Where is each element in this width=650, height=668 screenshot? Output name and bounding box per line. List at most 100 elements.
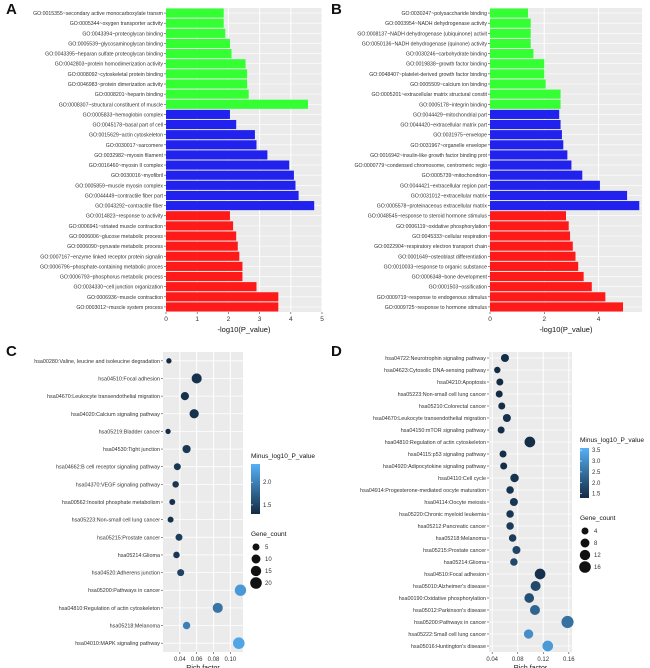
category-label: GO:0019838~growth factor binding (406, 62, 487, 68)
category-label: GO:0045178~basal part of cell (92, 123, 163, 129)
size-legend-title: Gene_count (580, 515, 616, 522)
bar (166, 211, 230, 221)
data-point (524, 593, 535, 603)
category-label: GO:0005178~integrin binding (419, 102, 487, 108)
color-legend-bar (251, 464, 260, 514)
category-label: GO:0022904~respiratory electron transpor… (374, 244, 487, 250)
category-label: GO:0031967~organelle envelope (410, 143, 487, 149)
category-label: hsa05222:Small cell lung cancer (408, 632, 486, 638)
category-label: GO:0042803~protein homodimerization acti… (55, 62, 164, 68)
bar (490, 160, 572, 170)
category-label: GO:0007167~enzyme linked receptor protei… (40, 254, 163, 260)
bar (166, 69, 248, 79)
color-legend-bar (580, 448, 589, 498)
data-point (510, 473, 519, 483)
size-legend-label: 15 (265, 569, 272, 575)
data-point (523, 629, 534, 639)
data-point (180, 392, 190, 401)
color-legend-tick: 2.5 (592, 470, 601, 476)
x-axis-label: -log10(P_value) (218, 325, 271, 334)
chart-b: GO:0030247~polysaccharide binding GO:0003… (355, 8, 642, 334)
category-label: GO:0015355~secondary active monocarboxyl… (33, 11, 163, 17)
bar (166, 201, 315, 211)
category-label: GO:0009719~response to endogenous stimul… (377, 295, 488, 301)
x-axis-label: -log10(P_value) (540, 325, 593, 334)
category-label: hsa04150:mTOR signaling pathway (401, 428, 487, 434)
data-point (166, 358, 172, 364)
category-label: hsa04114:Oocyte meiosis (424, 500, 486, 506)
category-label: hsa04010:MAPK signaling pathway (75, 641, 160, 647)
bar (490, 28, 531, 38)
category-label: GO:0015629~actin cytoskeleton (89, 133, 163, 139)
bar (166, 109, 230, 119)
data-point (172, 481, 179, 488)
data-point (182, 621, 191, 630)
data-point (497, 426, 505, 434)
category-label: hsa04722:Neurotrophin signaling pathway (385, 356, 486, 362)
bar (166, 302, 279, 312)
data-point (508, 534, 517, 542)
category-label: GO:0010033~response to organic substance (384, 264, 488, 270)
data-point (529, 604, 540, 616)
x-axis-label: Rich factor (186, 665, 220, 668)
data-point (495, 390, 503, 398)
category-label: GO:0005344~oxygen transporter activity (70, 21, 164, 27)
category-label: hsa00190:Oxidative phosphorylation (399, 596, 486, 602)
data-point (499, 450, 507, 458)
category-label: GO:0008307~structural constituent of mus… (59, 102, 163, 108)
category-label: hsa05012:Parkinson's disease (413, 608, 486, 614)
x-tick-label: 1 (195, 316, 199, 323)
category-label: GO:0050136~NADH dehydrogenase (quinone) … (362, 41, 488, 47)
category-label: GO:0016942~insulin-like growth factor bi… (370, 153, 487, 159)
data-point (502, 413, 511, 423)
category-label: GO:0003954~NADH dehydrogenase activity (385, 21, 487, 27)
bar (490, 140, 564, 150)
bar (490, 18, 531, 28)
bar (166, 241, 238, 251)
size-legend-label: 5 (265, 545, 269, 551)
size-legend-dot (579, 561, 591, 573)
bar (490, 69, 545, 79)
data-point (534, 568, 546, 580)
bar (166, 89, 249, 99)
data-point (530, 580, 541, 592)
bar (490, 221, 569, 231)
size-legend-dot (252, 543, 260, 551)
data-point (542, 640, 554, 652)
category-label: GO:0046983~protein dimerization activity (68, 82, 164, 88)
category-label: hsa04510:Focal adhesion (98, 376, 160, 382)
x-tick-label: 0 (488, 316, 492, 323)
bar (166, 231, 237, 241)
bar (490, 150, 568, 160)
category-label: GO:0006006~glucose metabolic process (69, 234, 163, 240)
data-point (169, 499, 176, 505)
bar (166, 282, 257, 292)
data-point (165, 428, 171, 435)
bar (166, 49, 232, 59)
data-point (506, 510, 514, 518)
category-label: GO:0030017~sarcomere (106, 143, 163, 149)
category-label: GO:0008092~cytoskeletal protein binding (68, 72, 163, 78)
bar (166, 119, 237, 130)
category-label: GO:0008201~heparin binding (95, 92, 163, 98)
category-label: hsa04662:B cell receptor signaling pathw… (56, 465, 160, 471)
panel-letter-b: B (331, 1, 342, 18)
category-label: hsa04510:Focal adhesion (424, 572, 486, 578)
size-legend-title: Gene_count (251, 531, 287, 538)
x-tick-label: 0.04 (486, 657, 498, 663)
chart-c: hsa00280:Valine, leucine and isoleucine … (34, 352, 315, 668)
bar (490, 89, 561, 99)
data-point (509, 497, 518, 507)
data-point (175, 533, 183, 541)
category-label: hsa05223:Non-small cell lung cancer (72, 518, 161, 524)
bar (490, 119, 561, 130)
size-legend-dot (250, 577, 262, 589)
bar (166, 8, 224, 18)
category-label: GO:0003012~muscle system process (76, 305, 163, 311)
bar (490, 170, 583, 180)
size-legend-label: 8 (594, 541, 598, 547)
category-label: GO:0006936~muscle contraction (87, 295, 163, 301)
data-point (234, 584, 247, 596)
bar (166, 190, 299, 201)
